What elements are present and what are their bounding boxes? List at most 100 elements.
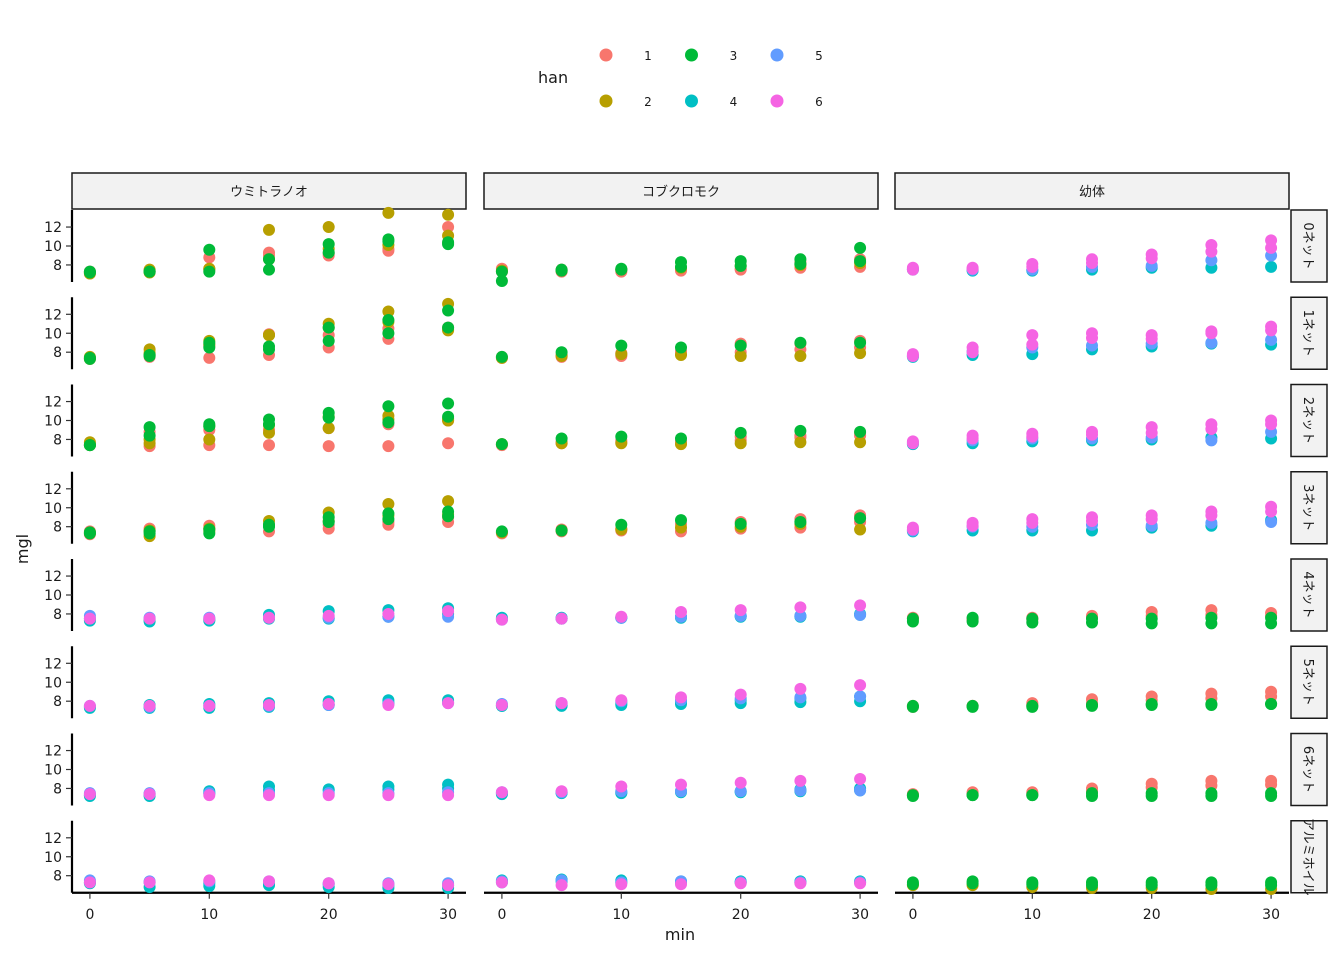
x-axis-title: min — [665, 925, 695, 944]
data-point — [83, 526, 96, 539]
facet-strip-row — [1290, 820, 1328, 894]
y-tick-label: 8 — [53, 694, 62, 710]
data-point — [382, 497, 395, 510]
data-point — [906, 878, 919, 891]
y-tick-label: 8 — [53, 345, 62, 361]
data-point — [1265, 505, 1278, 518]
data-point — [322, 221, 335, 234]
data-point — [906, 263, 919, 276]
data-point — [615, 878, 628, 891]
data-point — [675, 778, 687, 791]
data-point — [83, 788, 96, 801]
data-point — [1086, 699, 1098, 712]
data-point — [263, 518, 275, 531]
data-point — [1086, 331, 1098, 344]
data-point — [495, 438, 508, 451]
data-point — [203, 265, 216, 278]
data-point — [966, 262, 979, 275]
facet-strip-row — [1290, 732, 1328, 807]
legend-label: 4 — [730, 95, 738, 109]
facet-row-label: 1ネット — [1300, 310, 1315, 357]
facet-strip-row — [1290, 209, 1328, 283]
data-point — [83, 612, 96, 625]
legend-key — [685, 94, 698, 108]
data-point — [442, 879, 455, 892]
data-point — [906, 437, 919, 450]
data-point — [854, 523, 867, 536]
data-point — [794, 336, 807, 349]
data-point — [1265, 617, 1278, 630]
data-point — [495, 876, 508, 889]
data-point — [734, 339, 747, 352]
data-point — [675, 260, 687, 273]
y-tick-label: 8 — [53, 432, 62, 448]
data-point — [382, 327, 395, 340]
data-point — [442, 495, 455, 508]
data-point — [1205, 790, 1218, 803]
data-point — [382, 416, 395, 429]
data-point — [794, 784, 807, 797]
y-tick-label: 8 — [53, 607, 62, 623]
data-point — [263, 343, 275, 356]
data-point — [854, 241, 867, 254]
facet-strip-row — [1290, 296, 1328, 370]
data-point — [263, 418, 275, 431]
facet-row-label: 3ネット — [1300, 484, 1315, 531]
data-point — [794, 691, 807, 704]
data-point — [1265, 324, 1278, 337]
data-point — [966, 432, 979, 445]
data-point — [495, 350, 508, 363]
data-point — [734, 426, 747, 439]
data-point — [1145, 513, 1158, 526]
y-tick-label: 10 — [44, 239, 62, 255]
data-point — [442, 208, 455, 221]
data-point — [794, 258, 807, 270]
legend-key — [770, 94, 784, 108]
data-point — [675, 341, 687, 354]
facet-row-label: 4ネット — [1300, 571, 1315, 618]
facet-column-label: 幼体 — [1079, 185, 1105, 200]
data-point — [203, 351, 216, 364]
data-point — [734, 785, 747, 798]
data-point — [734, 259, 747, 272]
data-point — [854, 347, 867, 360]
data-point — [382, 233, 395, 246]
data-point — [322, 877, 335, 890]
data-point — [322, 440, 335, 453]
data-point — [322, 609, 335, 622]
x-tick-label: 30 — [851, 907, 869, 923]
data-point — [1205, 254, 1218, 267]
legend-key — [770, 48, 784, 62]
x-tick-label: 20 — [1143, 907, 1161, 923]
x-tick-label: 0 — [497, 907, 506, 923]
data-point — [322, 698, 335, 711]
data-point — [854, 784, 867, 797]
data-point — [322, 411, 335, 424]
data-point — [555, 263, 568, 276]
data-point — [794, 349, 807, 362]
data-point — [442, 697, 455, 710]
data-point — [854, 425, 867, 438]
axes: 8 10 12 8 10 12 8 10 12 8 10 12 8 10 12 8 10 12 8 10 12 8 10 12… — [44, 210, 1289, 923]
data-point — [1026, 338, 1039, 351]
data-point — [382, 400, 395, 413]
data-point — [794, 774, 807, 787]
data-point — [442, 304, 455, 317]
data-point — [203, 523, 216, 536]
data-point — [1205, 617, 1218, 630]
data-point — [1145, 698, 1158, 711]
data-point — [675, 691, 687, 704]
x-tick-label: 20 — [320, 907, 338, 923]
facet-strip-column — [483, 172, 879, 210]
y-tick-label: 12 — [44, 395, 62, 411]
data-point — [495, 525, 508, 538]
data-point — [854, 512, 867, 525]
data-point — [555, 346, 568, 359]
legend-entry-2: 2 — [599, 94, 652, 109]
data-point — [263, 253, 275, 266]
x-tick-label: 10 — [1023, 907, 1041, 923]
facet-strip-column — [71, 172, 467, 210]
data-point — [1205, 509, 1218, 522]
data-point — [382, 206, 395, 219]
data-point — [203, 433, 216, 446]
